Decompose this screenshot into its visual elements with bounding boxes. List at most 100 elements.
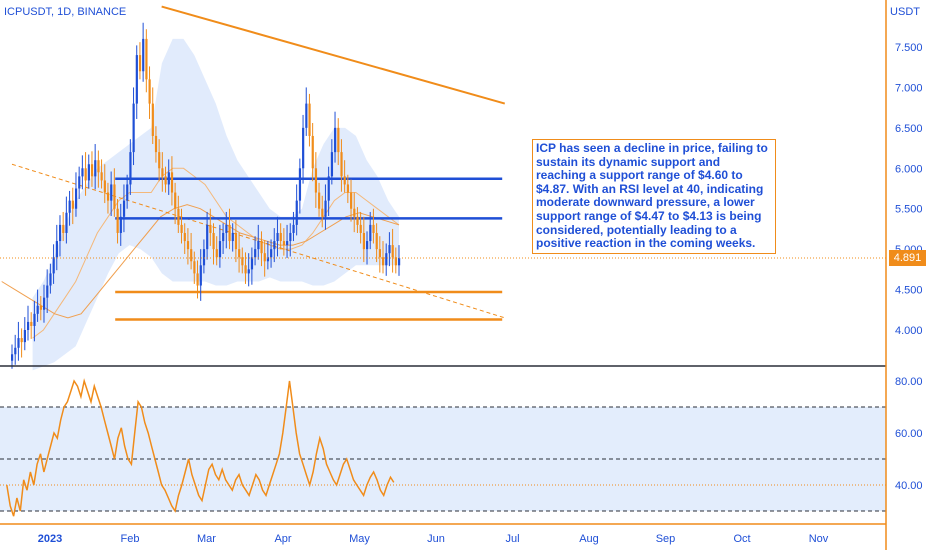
candle-body	[142, 38, 145, 72]
bollinger-band-fill	[32, 38, 399, 371]
candle-body	[46, 285, 49, 298]
candle-body	[193, 261, 196, 274]
candle-body	[238, 249, 241, 258]
candle-body	[20, 338, 23, 343]
candle-body	[292, 224, 295, 233]
candle-body	[394, 257, 398, 266]
candle-body	[30, 321, 33, 326]
candle-body	[318, 192, 321, 209]
candle-body	[260, 241, 263, 254]
candle-body	[398, 258, 401, 266]
candle-body	[215, 249, 218, 258]
support-levels[interactable]	[115, 177, 503, 321]
candle-body	[362, 232, 366, 250]
candle-body	[170, 172, 174, 193]
candle-body	[282, 241, 286, 246]
candle-body	[266, 257, 270, 262]
candle-body	[382, 257, 385, 266]
candle-body	[209, 224, 212, 233]
candles	[11, 22, 401, 369]
price-tick-label: 7.000	[895, 82, 923, 94]
candle-body	[100, 172, 103, 181]
candle-body	[298, 168, 302, 201]
candle-body	[65, 212, 68, 233]
time-axis-label: Sep	[656, 533, 676, 545]
candle-body	[270, 249, 273, 258]
candle-body	[174, 192, 177, 209]
candle-body	[151, 103, 154, 136]
candle-body	[138, 55, 142, 72]
rsi-tick-label: 40.00	[895, 480, 923, 492]
candle-body	[343, 176, 346, 185]
candle-body	[33, 313, 36, 326]
candle-body	[68, 200, 71, 213]
moving-average-lines	[1, 204, 400, 319]
candle-body	[289, 232, 292, 242]
candle-body	[122, 200, 126, 217]
price-tick-label: 5.500	[895, 204, 923, 216]
price-tick-label: 6.500	[895, 123, 923, 135]
candle-body	[177, 208, 180, 225]
resistance-trendline[interactable]	[161, 5, 506, 105]
candle-body	[340, 152, 343, 177]
time-axis-label: Mar	[197, 533, 216, 545]
time-axis[interactable]: 2023 Feb Mar Apr May Jun Jul Aug Sep Oct Nov	[38, 533, 829, 545]
candle-body	[110, 184, 113, 201]
price-pane[interactable]	[0, 5, 886, 371]
candle-body	[116, 208, 119, 233]
rsi-guide-lines	[0, 406, 886, 512]
price-tick-label: 4.000	[895, 325, 923, 337]
time-axis-label: Jun	[427, 533, 445, 545]
candle-body	[39, 305, 42, 310]
rsi-axis[interactable]: 80.00 60.00 40.00	[895, 376, 923, 492]
candle-body	[247, 269, 250, 274]
candle-body	[26, 321, 30, 330]
candle-body	[126, 184, 129, 201]
candle-body	[359, 224, 362, 233]
candle-body	[42, 297, 46, 310]
candle-body	[84, 168, 87, 181]
candle-body	[391, 245, 394, 258]
candle-body	[311, 135, 314, 169]
time-axis-label: Aug	[579, 533, 599, 545]
bollinger-band	[32, 38, 400, 371]
candle-body	[161, 168, 164, 177]
candle-body	[158, 152, 161, 169]
candle-body	[321, 208, 324, 217]
candle-body	[87, 164, 90, 181]
time-axis-label: May	[349, 533, 370, 545]
candle-body	[71, 200, 74, 209]
candle-body	[273, 241, 276, 250]
candle-body	[78, 176, 81, 189]
candle-body	[346, 184, 350, 193]
candle-body	[183, 232, 186, 242]
candle-body	[327, 176, 330, 201]
candle-body	[231, 232, 234, 242]
candle-body	[49, 273, 52, 286]
candle-body	[186, 241, 190, 250]
candle-body	[250, 257, 254, 270]
time-axis-label: Jul	[505, 533, 519, 545]
analysis-annotation[interactable]: ICP has seen a decline in price, failing…	[532, 139, 776, 254]
candle-body	[212, 232, 215, 250]
candle-body	[106, 192, 110, 201]
candle-body	[17, 338, 20, 348]
rsi-tick-label: 80.00	[895, 376, 923, 388]
moving-average-line	[1, 204, 400, 319]
current-price-badge: 4.891	[889, 249, 926, 266]
candle-body	[234, 232, 238, 250]
candle-body	[180, 224, 183, 233]
candle-body	[241, 257, 244, 266]
time-axis-label: Feb	[121, 533, 140, 545]
rsi-pane[interactable]	[0, 378, 886, 517]
candle-body	[279, 232, 282, 242]
time-axis-label: Nov	[809, 533, 829, 545]
candle-body	[132, 103, 135, 153]
candle-body	[90, 164, 94, 177]
candle-body	[324, 200, 327, 217]
bollinger-middle-line	[32, 167, 400, 339]
candle-body	[97, 160, 100, 173]
candle-body	[202, 249, 206, 266]
